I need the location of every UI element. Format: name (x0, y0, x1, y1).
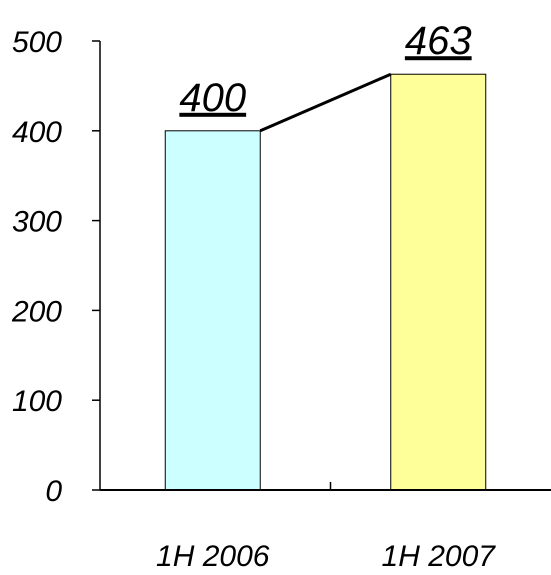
y-tick-label: 300 (12, 206, 62, 239)
data-label: 400 (179, 76, 246, 120)
y-axis-ticks: 0 100 200 300 400 500 (11, 26, 100, 508)
x-category-label: 1H 2006 (156, 540, 270, 573)
y-tick-label: 0 (45, 475, 62, 508)
y-tick-label: 400 (12, 116, 62, 149)
x-axis-labels: 1H 2006 1H 2007 (156, 540, 496, 573)
x-category-label: 1H 2007 (382, 540, 497, 573)
data-labels: 400 463 (179, 19, 471, 120)
connector-line (259, 72, 392, 133)
y-tick-label: 100 (12, 385, 62, 418)
connector-lines (259, 72, 392, 133)
y-tick-label: 500 (12, 26, 62, 59)
data-label: 463 (405, 19, 472, 63)
axes (99, 41, 551, 491)
bars (164, 73, 487, 491)
bar-1h-2006 (164, 130, 261, 491)
y-tick-label: 200 (11, 295, 62, 328)
bar-1h-2007 (390, 73, 487, 491)
